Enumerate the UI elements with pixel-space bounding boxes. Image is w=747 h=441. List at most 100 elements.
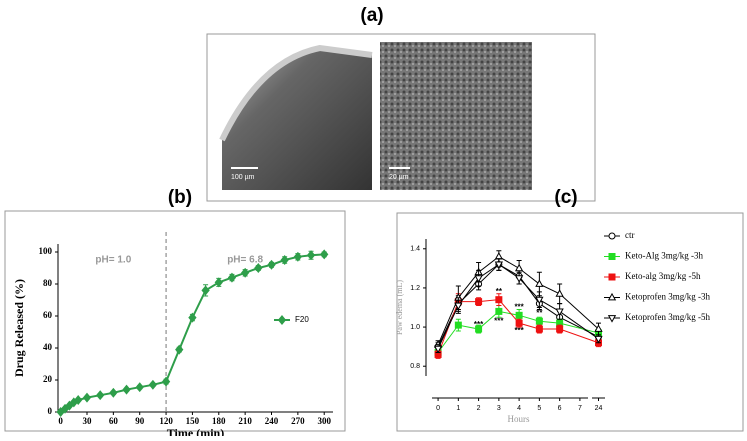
marker <box>122 384 131 395</box>
y-tick-label: 60 <box>43 310 53 320</box>
marker <box>214 277 223 288</box>
marker <box>240 267 250 278</box>
annotation: *** <box>494 316 504 325</box>
sem-image <box>380 42 532 190</box>
legend-marker <box>607 315 617 323</box>
annotation: *** <box>514 326 524 335</box>
marker <box>280 255 289 265</box>
marker <box>515 319 523 327</box>
marker <box>594 335 603 344</box>
x-tick-label: 6 <box>558 405 562 412</box>
marker <box>535 296 544 305</box>
panel-label: (c) <box>554 187 577 208</box>
x-tick-label: 180 <box>212 416 226 426</box>
marker <box>135 382 144 393</box>
marker <box>535 279 544 287</box>
x-tick-label: 2 <box>477 405 481 412</box>
marker <box>96 390 105 401</box>
marker <box>514 275 524 283</box>
annotation: pH= 1.0 <box>95 255 131 266</box>
x-tick-label: 3 <box>497 405 501 412</box>
scale-label: 20 µm <box>389 174 409 181</box>
x-tick-label: 7 <box>578 405 582 412</box>
legend-marker <box>608 253 616 260</box>
marker <box>454 321 462 329</box>
y-tick-label: 40 <box>43 342 53 352</box>
x-tick-label: 150 <box>186 416 200 426</box>
x-tick-label: 0 <box>436 405 440 412</box>
legend-label: ctr <box>625 230 635 240</box>
x-axis-label: Hours <box>508 414 530 424</box>
marker <box>267 259 276 270</box>
legend-label: Keto-Alg 3mg/kg -3h <box>625 251 703 261</box>
legend-label: Ketoprofen 3mg/kg -5h <box>625 312 710 322</box>
marker <box>535 325 543 333</box>
marker <box>74 395 83 405</box>
marker <box>514 263 524 272</box>
x-tick-label: 4 <box>517 405 521 412</box>
x-tick-label: 5 <box>537 405 541 412</box>
marker <box>494 261 504 270</box>
x-tick-label: 24 <box>595 405 603 412</box>
y-tick-label: 100 <box>39 246 53 256</box>
y-axis-label: Paw edema (mL) <box>395 280 404 335</box>
marker <box>201 285 210 296</box>
marker <box>254 263 263 273</box>
sem-background <box>222 42 372 140</box>
marker <box>82 392 92 403</box>
marker <box>495 296 503 304</box>
x-tick-label: 120 <box>159 416 173 426</box>
marker <box>474 275 483 283</box>
x-axis-label: Time (min) <box>167 426 224 436</box>
y-tick-label: 0.8 <box>410 363 420 370</box>
sem-edge <box>219 44 373 142</box>
annotation: pH= 6.8 <box>227 255 263 266</box>
scale-label: 100 µm <box>231 174 255 181</box>
annotation: ** <box>496 287 503 296</box>
marker <box>293 251 303 262</box>
x-tick-label: 60 <box>109 416 119 426</box>
marker <box>109 387 118 398</box>
marker <box>495 307 503 315</box>
y-tick-label: 1.2 <box>410 285 420 292</box>
legend-label: F20 <box>295 315 309 324</box>
y-tick-label: 20 <box>43 374 53 384</box>
x-tick-label: 30 <box>82 416 92 426</box>
x-tick-label: 300 <box>317 416 331 426</box>
legend-label: Keto-alg 3mg/kg -5h <box>625 271 701 281</box>
x-tick-label: 210 <box>238 416 252 426</box>
marker <box>556 325 564 333</box>
x-tick-label: 240 <box>265 416 279 426</box>
x-tick-label: 0 <box>58 416 63 426</box>
panel-label: (a) <box>360 5 383 26</box>
legend-marker <box>608 232 616 240</box>
chart-frame <box>4 210 346 432</box>
legend-marker <box>277 315 287 325</box>
legend-label: Ketoprofen 3mg/kg -3h <box>625 292 710 302</box>
marker <box>594 324 603 332</box>
x-tick-label: 270 <box>291 416 305 426</box>
marker <box>320 249 329 260</box>
annotation: *** <box>514 303 524 312</box>
marker <box>515 311 523 319</box>
y-tick-label: 0 <box>48 406 53 416</box>
marker <box>555 289 564 297</box>
marker <box>148 379 158 390</box>
marker <box>227 272 237 283</box>
y-tick-label: 80 <box>43 278 53 288</box>
annotation: ** <box>536 308 543 317</box>
panel-label: (b) <box>168 187 192 208</box>
legend-marker <box>608 273 616 281</box>
y-axis-label: Drug Released (%) <box>12 279 26 377</box>
y-tick-label: 1.4 <box>410 246 420 253</box>
marker <box>161 376 171 387</box>
marker <box>535 317 543 325</box>
legend-marker <box>607 292 617 301</box>
x-tick-label: 1 <box>456 405 460 412</box>
marker <box>188 312 197 323</box>
marker <box>306 250 316 261</box>
series-line <box>437 256 599 345</box>
x-tick-label: 90 <box>135 416 145 426</box>
marker <box>475 298 483 306</box>
